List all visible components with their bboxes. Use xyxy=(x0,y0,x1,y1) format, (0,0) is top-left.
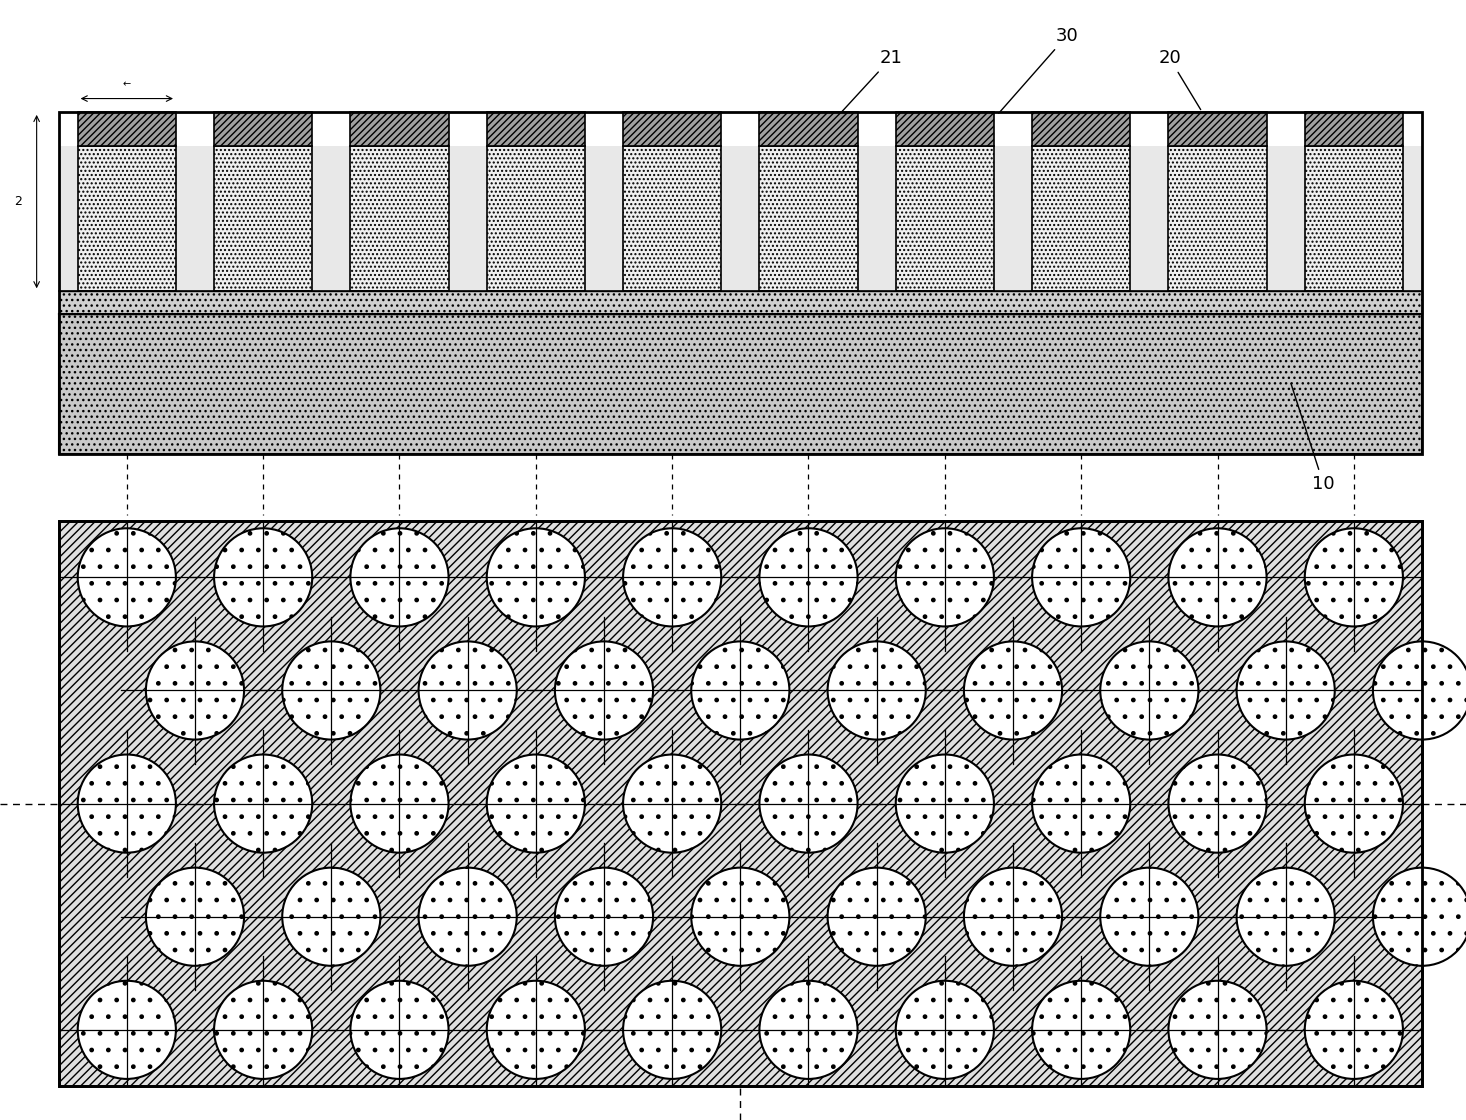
Ellipse shape xyxy=(350,529,449,626)
Ellipse shape xyxy=(896,755,994,852)
Ellipse shape xyxy=(214,981,312,1079)
Bar xyxy=(78,112,176,146)
Text: 30: 30 xyxy=(998,27,1079,113)
Ellipse shape xyxy=(1168,981,1267,1079)
Ellipse shape xyxy=(828,868,925,965)
Ellipse shape xyxy=(759,529,858,626)
Ellipse shape xyxy=(78,755,176,852)
Ellipse shape xyxy=(487,529,585,626)
Ellipse shape xyxy=(214,755,312,852)
Ellipse shape xyxy=(692,642,789,739)
Text: 21: 21 xyxy=(822,49,903,132)
Ellipse shape xyxy=(1237,868,1334,965)
Ellipse shape xyxy=(487,981,585,1079)
Ellipse shape xyxy=(623,755,721,852)
Ellipse shape xyxy=(896,981,994,1079)
Ellipse shape xyxy=(623,981,721,1079)
Ellipse shape xyxy=(556,868,652,965)
Ellipse shape xyxy=(419,868,516,965)
Text: 20: 20 xyxy=(1158,49,1201,110)
Bar xyxy=(759,146,858,291)
Ellipse shape xyxy=(147,868,243,965)
Bar xyxy=(1032,146,1130,291)
Ellipse shape xyxy=(214,529,312,626)
Ellipse shape xyxy=(1305,529,1403,626)
Bar xyxy=(1168,112,1267,146)
Ellipse shape xyxy=(1101,642,1198,739)
Bar xyxy=(59,112,1422,454)
Bar xyxy=(350,112,449,146)
Bar xyxy=(1032,112,1130,146)
Ellipse shape xyxy=(1305,981,1403,1079)
Bar xyxy=(59,291,1422,314)
Ellipse shape xyxy=(283,642,380,739)
Bar xyxy=(759,112,858,146)
Bar xyxy=(487,112,585,146)
Bar xyxy=(59,314,1422,454)
Bar xyxy=(59,146,1422,291)
Bar xyxy=(623,112,721,146)
Ellipse shape xyxy=(1305,755,1403,852)
Ellipse shape xyxy=(419,642,516,739)
Text: 2: 2 xyxy=(15,195,22,208)
Ellipse shape xyxy=(692,868,789,965)
Bar xyxy=(350,146,449,291)
Bar xyxy=(1305,112,1403,146)
Ellipse shape xyxy=(1237,642,1334,739)
Ellipse shape xyxy=(1101,868,1198,965)
Ellipse shape xyxy=(965,642,1061,739)
Ellipse shape xyxy=(759,755,858,852)
Ellipse shape xyxy=(623,529,721,626)
Bar xyxy=(214,112,312,146)
Ellipse shape xyxy=(556,642,652,739)
Ellipse shape xyxy=(965,868,1061,965)
Ellipse shape xyxy=(828,642,925,739)
Ellipse shape xyxy=(1374,868,1466,965)
Ellipse shape xyxy=(350,981,449,1079)
Bar xyxy=(1305,146,1403,291)
Bar xyxy=(59,521,1422,1086)
Text: 10: 10 xyxy=(1292,383,1334,493)
Text: ←: ← xyxy=(123,80,130,90)
Ellipse shape xyxy=(78,529,176,626)
Ellipse shape xyxy=(1374,642,1466,739)
Bar xyxy=(59,521,1422,1086)
Bar xyxy=(896,112,994,146)
Ellipse shape xyxy=(1032,981,1130,1079)
Bar xyxy=(487,146,585,291)
Bar xyxy=(214,146,312,291)
Ellipse shape xyxy=(78,981,176,1079)
Ellipse shape xyxy=(1168,529,1267,626)
Ellipse shape xyxy=(1168,755,1267,852)
Ellipse shape xyxy=(1032,529,1130,626)
Ellipse shape xyxy=(350,755,449,852)
Ellipse shape xyxy=(283,868,380,965)
Ellipse shape xyxy=(147,642,243,739)
Ellipse shape xyxy=(1032,755,1130,852)
Bar xyxy=(896,146,994,291)
Ellipse shape xyxy=(759,981,858,1079)
Bar xyxy=(78,146,176,291)
Bar xyxy=(1168,146,1267,291)
Bar xyxy=(623,146,721,291)
Ellipse shape xyxy=(896,529,994,626)
Ellipse shape xyxy=(487,755,585,852)
